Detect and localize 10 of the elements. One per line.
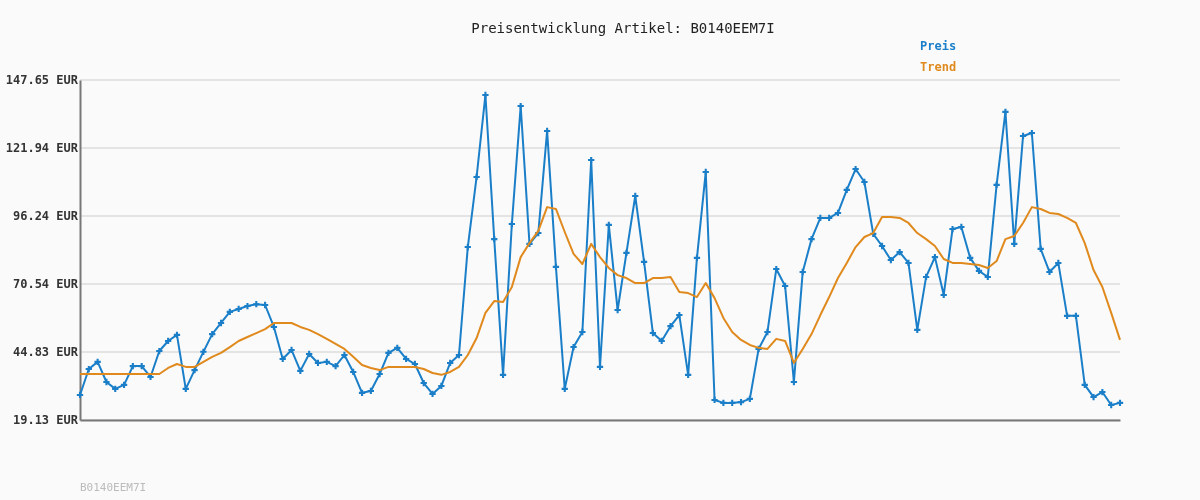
y-tick-label: 96.24 EUR bbox=[12, 209, 79, 224]
text: Trend bbox=[920, 60, 957, 74]
y-tick-label: 121.94 EUR bbox=[5, 141, 79, 156]
y-tick-label: 147.65 EUR bbox=[5, 73, 79, 88]
y-tick-label: 19.13 EUR bbox=[12, 413, 79, 428]
chart-title: Preisentwicklung Artikel: B0140EEM7I bbox=[471, 20, 775, 36]
text: B0140EEM7I bbox=[80, 481, 147, 494]
text: Preis bbox=[920, 39, 957, 53]
y-tick-label: 70.54 EUR bbox=[12, 277, 79, 292]
y-tick-label: 44.83 EUR bbox=[12, 345, 79, 360]
